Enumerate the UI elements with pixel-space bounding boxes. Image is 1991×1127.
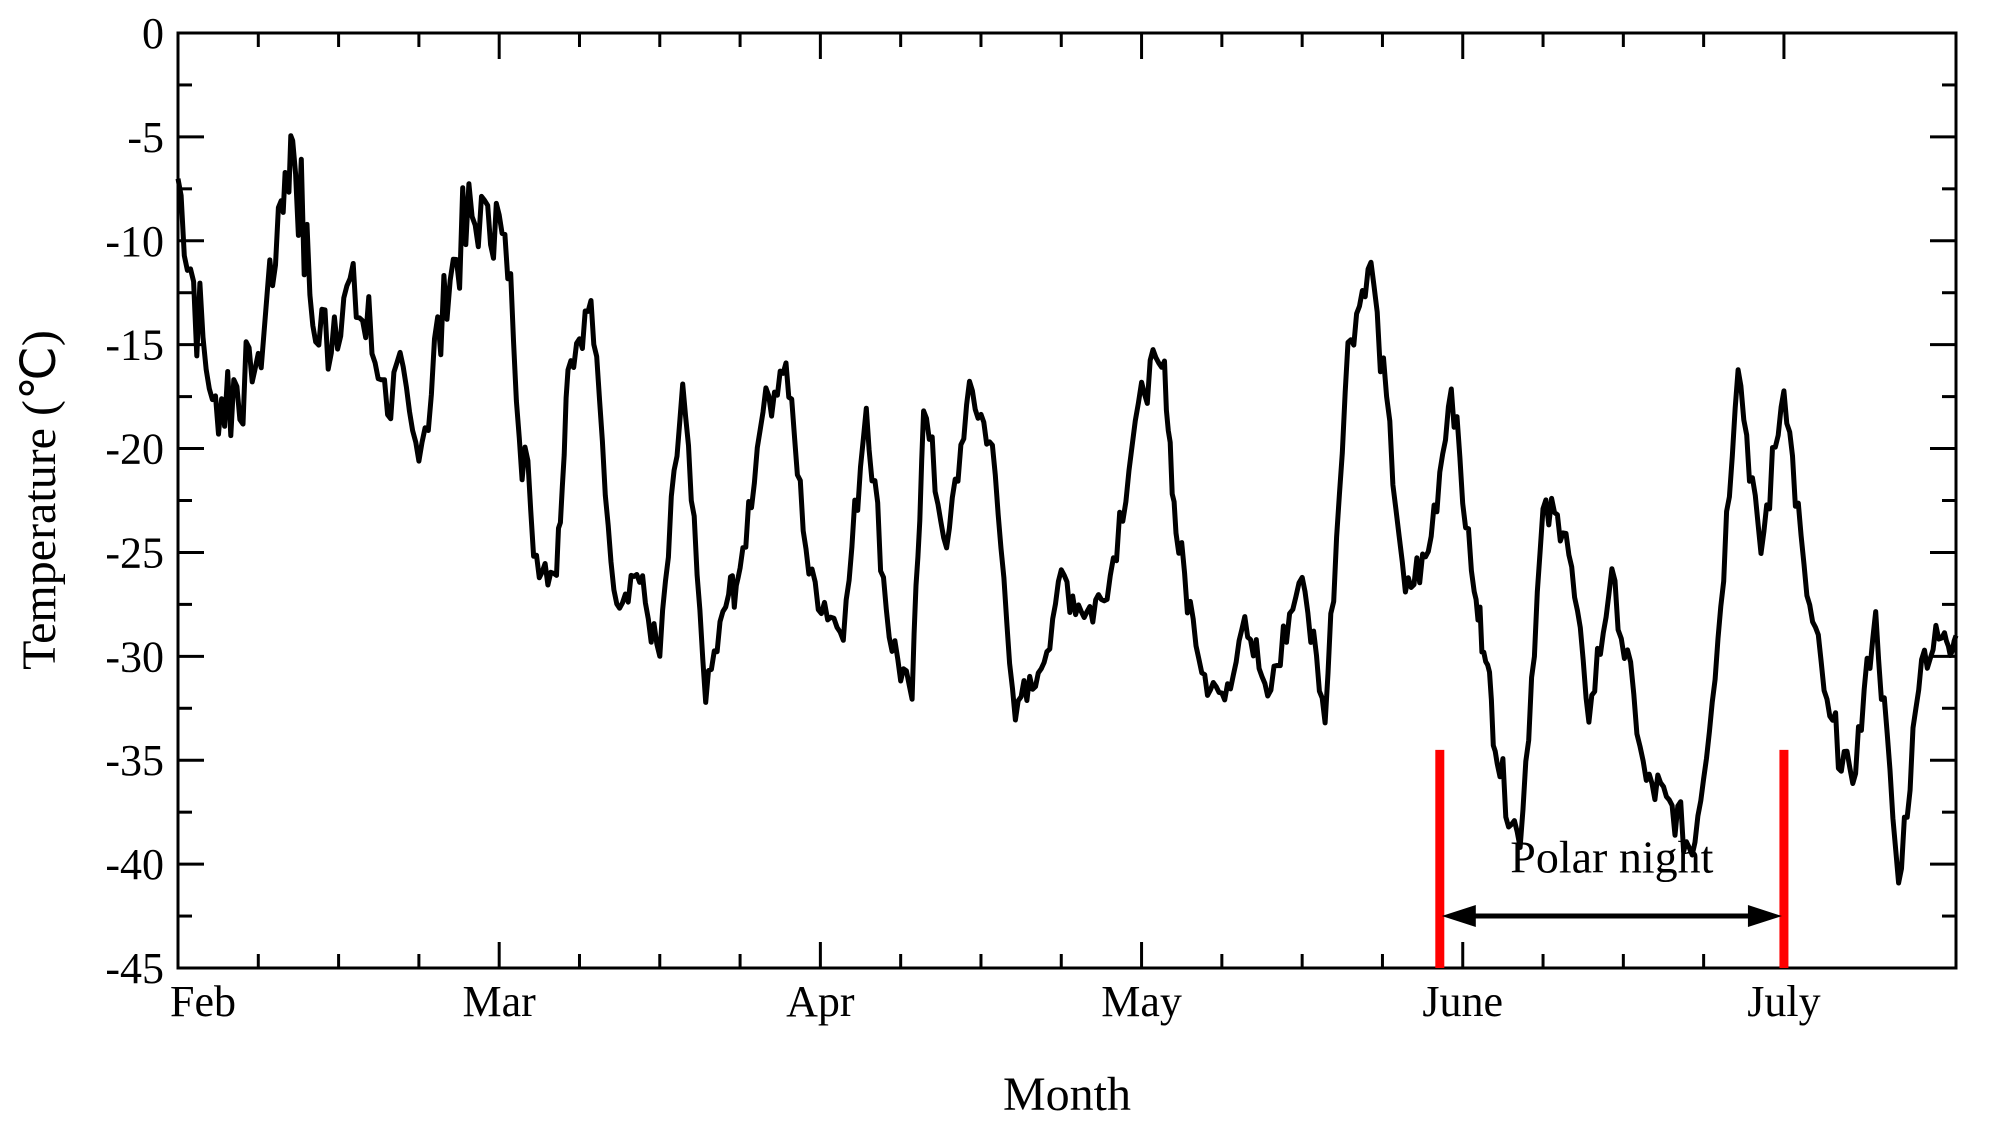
x-tick-label: Apr xyxy=(786,977,855,1026)
temperature-series-line xyxy=(175,133,1959,886)
y-tick-label: -25 xyxy=(105,528,164,577)
x-tick-label: May xyxy=(1101,977,1182,1026)
y-tick-label: -30 xyxy=(105,632,164,681)
y-tick-label: -35 xyxy=(105,736,164,785)
y-tick-label: -10 xyxy=(105,217,164,266)
polar-night-label: Polar night xyxy=(1510,831,1713,882)
plot-frame xyxy=(176,31,1958,970)
x-tick-label: June xyxy=(1422,977,1503,1026)
polar-night-arrow-left-head xyxy=(1441,905,1476,928)
polar-night-annotation: Polar night xyxy=(1435,749,1789,968)
x-axis: Feb Mar Apr May June July xyxy=(170,33,1821,1026)
x-tick-label: Mar xyxy=(463,977,537,1026)
x-axis-title: Month xyxy=(1003,1068,1131,1121)
polar-night-arrow-right-head xyxy=(1747,905,1782,928)
y-axis-title: Temperature (℃) xyxy=(13,330,66,670)
y-tick-label: 0 xyxy=(142,9,164,58)
y-tick-label: -5 xyxy=(127,113,164,162)
y-axis: 0 -5 -10 -15 -20 -25 -30 -35 -40 -45 xyxy=(105,9,1956,993)
x-tick-label: Feb xyxy=(170,977,236,1026)
y-tick-label: -15 xyxy=(105,321,164,370)
y-tick-label: -45 xyxy=(105,944,164,993)
x-tick-label: July xyxy=(1747,977,1820,1026)
y-tick-label: -20 xyxy=(105,425,164,474)
y-tick-label: -40 xyxy=(105,840,164,889)
